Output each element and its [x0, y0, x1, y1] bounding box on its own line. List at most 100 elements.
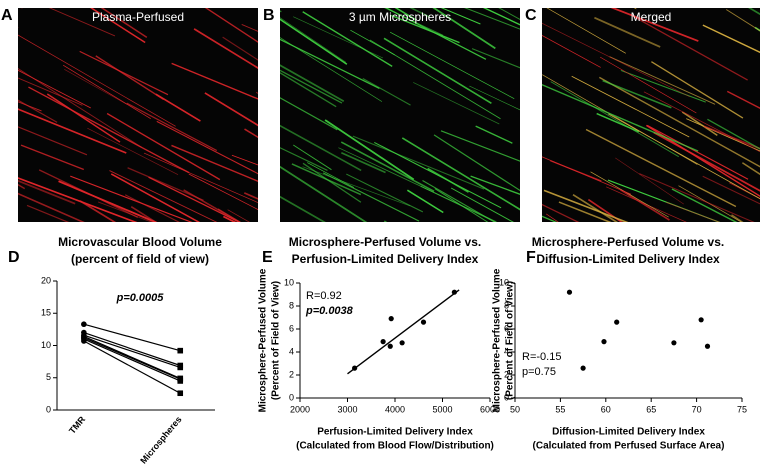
vessel: [546, 8, 626, 54]
vessel: [470, 175, 520, 195]
vessel: [409, 8, 431, 18]
point: [451, 289, 457, 295]
y-tick-label: 2: [504, 369, 509, 379]
y-tick-label: 10: [499, 277, 509, 287]
vessel: [594, 16, 661, 48]
x-tick-label: 5000: [432, 404, 452, 414]
y-tick-label: 2: [289, 369, 294, 379]
vessel: [633, 8, 637, 10]
x-tick-label: 2000: [290, 404, 310, 414]
x-tick-label: 70: [692, 404, 702, 414]
vessel: [384, 8, 444, 36]
vessel: [280, 195, 326, 222]
vessel: [383, 37, 492, 104]
vessel: [110, 173, 201, 222]
vessel: [471, 48, 520, 69]
point: [81, 338, 87, 344]
point: [698, 317, 704, 323]
vessel: [450, 187, 514, 222]
vessel: [620, 189, 670, 221]
y-axis-label: (Percent of Field of View): [505, 281, 516, 400]
x-tick-label: Microspheres: [138, 414, 183, 465]
image-title: Plasma-Perfused: [92, 10, 184, 24]
point: [177, 347, 184, 354]
vessel: [79, 50, 169, 96]
vessel: [600, 56, 697, 114]
vessel: [543, 189, 629, 222]
vessel: [498, 8, 520, 20]
vessel: [587, 198, 623, 222]
vessel: [469, 85, 520, 111]
vessel: [130, 206, 157, 222]
y-axis-label: Microsphere-Perfused Volume: [258, 268, 269, 412]
x-tick-label: 50: [510, 404, 520, 414]
vessel: [350, 29, 395, 56]
image-title: 3 µm Microspheres: [349, 10, 451, 24]
pair-line: [83, 334, 181, 368]
annotation: p=0.75: [522, 366, 556, 378]
fit-line: [347, 289, 460, 375]
vessel: [18, 108, 127, 154]
x-tick-label: 4000: [385, 404, 405, 414]
vessel: [609, 56, 716, 105]
vessel: [434, 188, 489, 222]
vessel: [127, 167, 204, 201]
vessel: [440, 8, 481, 25]
vessel: [572, 193, 619, 222]
vessel: [610, 8, 699, 42]
vessel: [100, 8, 148, 39]
annotation: R=0.92: [306, 290, 342, 302]
vessel: [302, 162, 362, 203]
micrograph: [280, 8, 520, 222]
vessel: [106, 112, 221, 181]
pair-line: [83, 323, 181, 352]
vessel: [64, 69, 128, 105]
vessel: [95, 55, 164, 100]
vessel: [87, 127, 179, 175]
chart-title: Perfusion-Limited Delivery Index: [292, 252, 479, 266]
point: [177, 378, 184, 384]
y-tick-label: 20: [41, 275, 51, 285]
panel-letter: A: [1, 7, 13, 24]
vessel: [731, 214, 744, 222]
vessel: [18, 101, 42, 112]
chart-title: Microvascular Blood Volume: [58, 235, 222, 249]
y-tick-label: 4: [289, 346, 294, 356]
vessel: [341, 151, 386, 174]
vessel: [324, 119, 415, 181]
vessel: [171, 144, 258, 183]
vessel: [18, 34, 176, 127]
vessel: [671, 188, 738, 222]
x-axis-label: Diffusion-Limited Delivery Index: [552, 427, 705, 438]
y-tick-label: 8: [504, 300, 509, 310]
vessel: [590, 171, 669, 218]
vessel: [89, 8, 146, 44]
vessel: [97, 201, 153, 222]
vessel: [475, 125, 513, 144]
vessel: [599, 76, 760, 168]
vessel: [702, 175, 760, 205]
vessel: [171, 62, 258, 100]
vessel: [109, 170, 218, 222]
vessel: [338, 147, 497, 222]
y-tick-label: 6: [504, 323, 509, 333]
pair-line: [83, 332, 181, 367]
y-tick-label: 6: [289, 323, 294, 333]
x-tick-label: 65: [646, 404, 656, 414]
pair-line: [83, 335, 181, 379]
y-tick-label: 4: [504, 346, 509, 356]
annotation: R=-0.15: [522, 351, 561, 363]
vessel: [280, 147, 328, 172]
vessel: [241, 24, 258, 32]
vessel: [482, 8, 520, 26]
vessel: [643, 91, 760, 153]
point: [671, 340, 677, 346]
vessel: [204, 8, 258, 43]
vessel: [280, 97, 338, 131]
pair-line: [83, 337, 181, 380]
vessel: [413, 82, 500, 125]
point: [380, 339, 386, 345]
vessel: [193, 28, 258, 70]
chart-title: Diffusion-Limited Delivery Index: [536, 252, 720, 266]
